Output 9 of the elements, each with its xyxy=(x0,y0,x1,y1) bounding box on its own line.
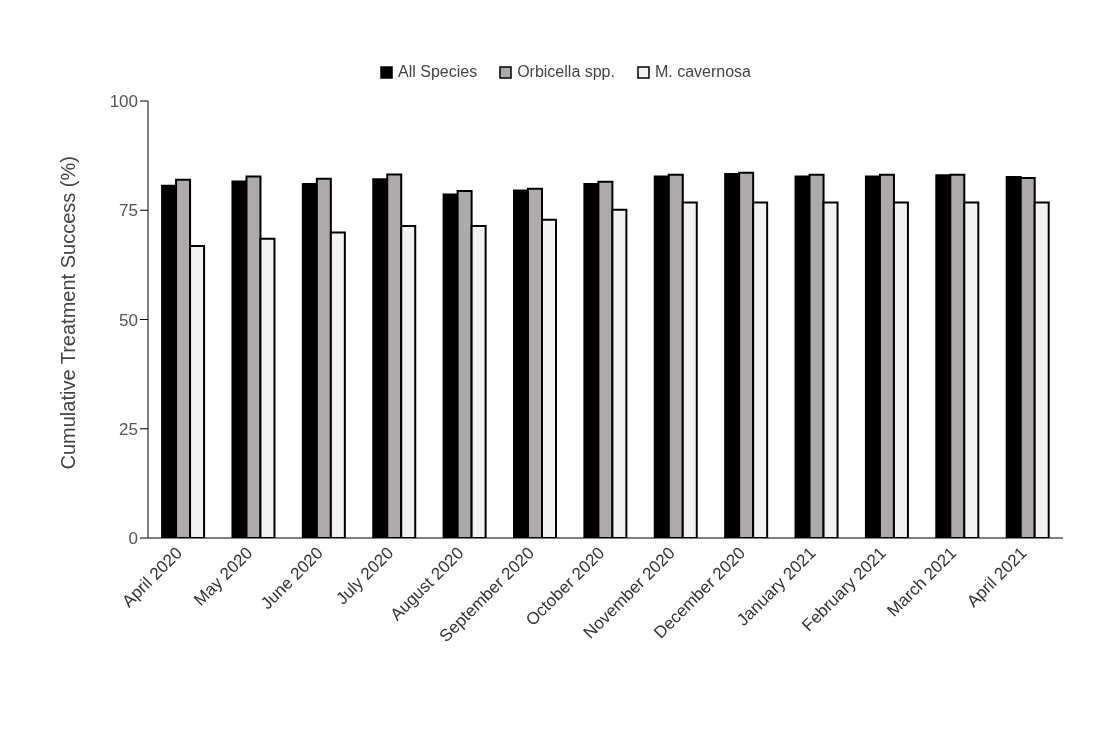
y-axis-title: Cumulative Treatment Success (%) xyxy=(57,156,80,470)
y-tick-label: 75 xyxy=(119,201,138,221)
y-tick-label: 25 xyxy=(119,419,138,439)
legend-label: M. cavernosa xyxy=(654,63,752,81)
y-tick-label: 100 xyxy=(109,92,138,112)
y-tick-label: 0 xyxy=(128,529,138,549)
legend-label: All Species xyxy=(397,63,478,81)
y-tick-label: 50 xyxy=(119,310,138,330)
legend-label: Orbicella spp. xyxy=(517,63,615,81)
